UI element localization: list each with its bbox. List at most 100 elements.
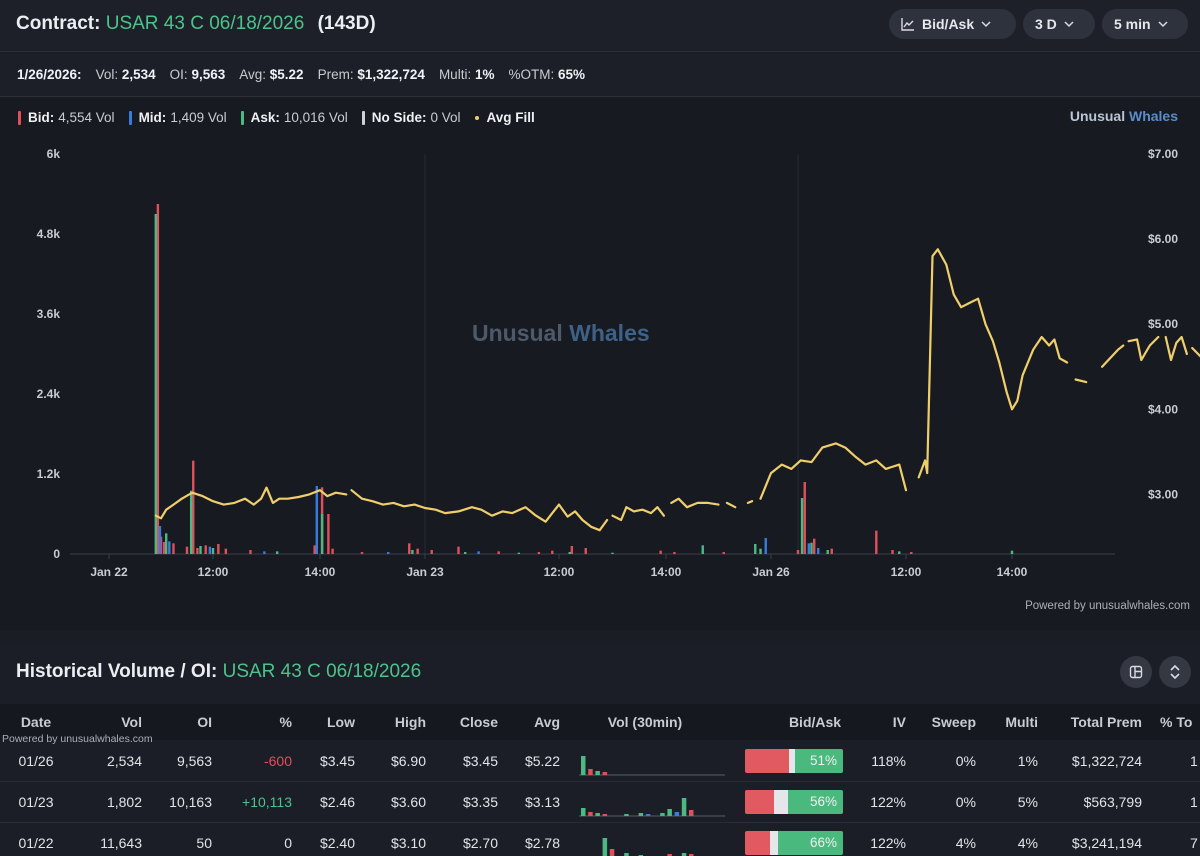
volume-bar-bid: [796, 550, 800, 554]
avg-fill-line: [759, 442, 908, 500]
x-tick-label: 12:00: [198, 565, 229, 579]
volume-bar-ask: [464, 552, 467, 554]
columns-button[interactable]: [1120, 656, 1152, 688]
table-row[interactable]: 01/22 11,643 50 0 $2.40 $3.10 $2.70 $2.78 122% 4%…: [0, 823, 1200, 856]
volume-bar-bid: [722, 552, 725, 554]
volume-bar-bid: [497, 551, 500, 554]
bid-ask-dropdown[interactable]: Bid/Ask: [889, 9, 1016, 39]
col-low[interactable]: Low: [327, 714, 355, 730]
summary-oi: OI: 9,563: [169, 67, 226, 82]
col-close[interactable]: Close: [459, 714, 498, 730]
volume-bar-mid: [158, 526, 162, 554]
volume-bar-bid: [457, 546, 460, 554]
chart-area[interactable]: 0 1.2k 2.4k 3.6k 4.8k 6k $3.00 $4.00 $5.00 $6.00 $…: [0, 98, 1200, 630]
cell-vol: 2,534: [106, 753, 142, 769]
interval-dropdown[interactable]: 5 min: [1102, 9, 1188, 39]
legend-bid[interactable]: Bid: 4,554 Vol: [18, 110, 115, 125]
volume-bar-ask: [826, 550, 829, 554]
col-change[interactable]: %: [279, 714, 292, 730]
col-date[interactable]: Date: [20, 714, 52, 730]
sparkline-bar: [689, 810, 694, 816]
table-row[interactable]: 01/26 2,534 9,563 -600 $3.45 $6.90 $3.45 $5.22 1…: [0, 741, 1200, 782]
range-dropdown[interactable]: 3 D: [1023, 9, 1095, 39]
expand-vertical-icon: [1170, 664, 1180, 680]
legend-no-side[interactable]: No Side: 0 Vol: [361, 110, 461, 125]
mid-segment: [774, 790, 789, 814]
table-row[interactable]: 01/23 1,802 10,163 +10,113 $2.46 $3.60 $3.35 $3…: [0, 782, 1200, 823]
cell-multi: 5%: [1017, 794, 1038, 810]
cell-avg: $2.78: [524, 835, 560, 851]
volume-bar-bid: [327, 514, 330, 554]
volume-bar-ask: [898, 551, 901, 554]
col-oi[interactable]: OI: [197, 714, 212, 730]
cell-date: 01/23: [18, 794, 54, 810]
sparkline-bar: [602, 814, 608, 816]
summary-vol: Vol: 2,534: [95, 67, 156, 82]
volume-bar-bid: [570, 546, 574, 554]
col-total-prem[interactable]: Total Prem: [1070, 714, 1142, 730]
x-tick-label: 14:00: [651, 565, 682, 579]
ask-segment: 51%: [794, 749, 843, 773]
chevron-down-icon: [1064, 21, 1074, 28]
legend-ask[interactable]: Ask: 10,016 Vol: [240, 110, 348, 125]
avg-fill-line: [746, 500, 754, 504]
col-sweep[interactable]: Sweep: [931, 714, 976, 730]
avg-fill-line: [725, 501, 737, 509]
cell-chg: -600: [263, 753, 292, 769]
volume-bar-ask: [517, 552, 520, 554]
volume-bar-ask: [1010, 550, 1014, 554]
ask-percent: 66%: [809, 835, 837, 850]
volume-bar-bid: [217, 544, 220, 554]
cell-pct-to: 1: [1190, 794, 1198, 810]
x-tick-label: Jan 26: [752, 565, 790, 579]
cell-avg: $5.22: [524, 753, 560, 769]
mid-segment: [770, 831, 779, 855]
volume-bar-bid: [360, 552, 364, 554]
legend-avg-fill[interactable]: Avg Fill: [474, 110, 539, 125]
expand-button[interactable]: [1159, 656, 1191, 688]
cell-close: $3.45: [462, 753, 498, 769]
y-right-tick-label: $6.00: [1148, 232, 1178, 246]
volume-bar-ask: [568, 552, 571, 554]
col-bid-ask[interactable]: Bid/Ask: [788, 714, 842, 730]
volume-bar-mid: [807, 543, 810, 554]
sparkline-bar: [667, 809, 672, 816]
cell-low: $2.46: [319, 794, 355, 810]
cell-high: $3.60: [390, 794, 426, 810]
col-pct-total[interactable]: % To: [1160, 714, 1193, 730]
chart-watermark: Unusual Whales: [472, 320, 650, 346]
volume-bar-bid: [192, 460, 195, 554]
volume-bar-ask: [411, 550, 414, 554]
volume-bar-bid: [659, 550, 662, 554]
cell-sweep: 0%: [955, 753, 976, 769]
sparkline-bar: [681, 853, 687, 856]
volume-bar-bid: [331, 548, 334, 554]
sparkline-bar: [645, 814, 651, 816]
powered-by-label: Powered by unusualwhales.com: [1025, 600, 1190, 612]
col-avg[interactable]: Avg: [534, 714, 560, 730]
range-label: 3 D: [1035, 16, 1057, 32]
table-header: Date Vol OI % Low High Close Avg Vol (30…: [0, 704, 1200, 745]
volume-bar-ask: [276, 551, 279, 554]
volume-bar-mid: [208, 546, 212, 554]
col-vol-30min[interactable]: Vol (30min): [607, 714, 683, 730]
avg-fill-line: [917, 248, 1069, 479]
historical-title: Historical Volume / OI: USAR 43 C 06/18/…: [16, 661, 422, 682]
legend-mid[interactable]: Mid: 1,409 Vol: [128, 110, 227, 125]
volume-price-chart[interactable]: 0 1.2k 2.4k 3.6k 4.8k 6k $3.00 $4.00 $5.00 $6.00 $…: [0, 98, 1200, 630]
volume-bar-ask: [611, 552, 614, 554]
ask-segment: 56%: [788, 790, 843, 814]
col-vol[interactable]: Vol: [121, 714, 142, 730]
volume-bar-bid: [813, 538, 816, 554]
col-multi[interactable]: Multi: [1005, 714, 1038, 730]
col-iv[interactable]: IV: [892, 714, 906, 730]
bid-ask-bar: 66%: [745, 831, 843, 855]
sparkline-bar: [581, 808, 586, 816]
y-right-tick-label: $3.00: [1148, 487, 1178, 501]
volume-bar-bid: [803, 482, 806, 554]
y-left-tick-label: 0: [53, 547, 60, 561]
bid-segment: [745, 749, 790, 773]
avg-fill-line: [350, 489, 609, 532]
sparkline-bar: [602, 772, 608, 775]
col-high[interactable]: High: [394, 714, 426, 730]
